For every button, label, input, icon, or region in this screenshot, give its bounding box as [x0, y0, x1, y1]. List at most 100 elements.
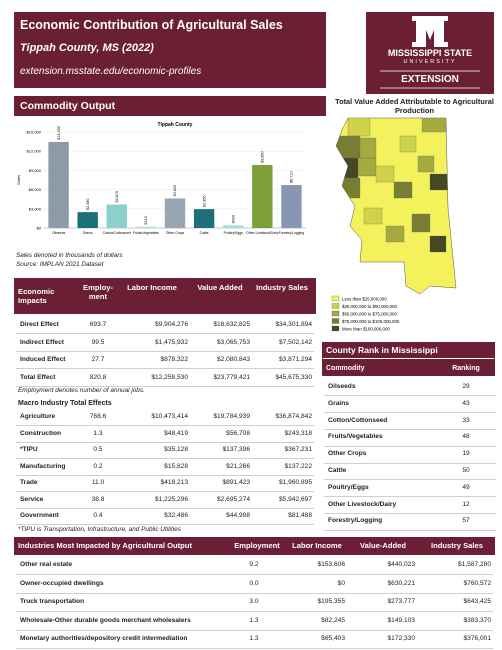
value-label: $13,450: [57, 126, 61, 140]
legend-label: $50,000,000 to $75,000,000: [342, 311, 397, 316]
cell-value: 49: [462, 483, 470, 491]
x-tick-label: Cattle: [200, 231, 209, 235]
row-divider: [16, 458, 314, 459]
cell-value: $172,330: [387, 635, 415, 642]
county: [363, 207, 383, 225]
cell-value: $65,403: [321, 635, 345, 642]
column-header: Industry Sales: [431, 541, 483, 550]
county: [357, 157, 377, 177]
county: [347, 118, 371, 137]
cell-value: $56,708: [226, 429, 250, 437]
cell-value: $1,475,932: [154, 338, 188, 346]
county: [359, 137, 377, 159]
cell-value: 12: [462, 500, 470, 508]
value-label: $9,850: [261, 151, 265, 163]
y-axis-label: Sales: [16, 175, 21, 185]
value-label: $210: [144, 216, 148, 224]
legend-swatch: [331, 303, 340, 309]
subheading: Macro Industry Total Effects: [18, 400, 112, 407]
bar: [193, 209, 215, 228]
x-tick-label: Other Livestock/Dairy: [246, 231, 279, 235]
row-label: Trade: [20, 479, 38, 486]
x-tick-label: Fruits/Vegetables: [133, 231, 160, 235]
bar: [135, 226, 157, 228]
x-tick-label: Forestry/Logging: [279, 231, 305, 235]
county: [429, 235, 447, 253]
url: extension.msstate.edu/economic-profiles: [20, 66, 202, 77]
bar: [223, 225, 244, 228]
state-map: Less than $25,000,000 $25,000,000 to $50,…: [331, 117, 457, 331]
row-label: Direct Effect: [20, 321, 59, 328]
row-label: Construction: [20, 429, 62, 437]
cell-value: $15,828: [164, 462, 188, 470]
row-divider: [16, 425, 314, 426]
row-divider: [16, 611, 493, 612]
cell-value: $2,080,843: [216, 356, 250, 363]
cell-value: $1,225,296: [154, 495, 188, 503]
cell-value: $45,675,330: [275, 373, 312, 381]
row-divider: [324, 395, 496, 397]
column-header: Labor Income: [127, 283, 177, 292]
cell-value: 19: [462, 450, 470, 458]
cell-value: $81,488: [288, 512, 312, 519]
cell-value: $195,355: [317, 598, 345, 605]
chart-title: Tippah County: [158, 122, 193, 128]
note: Employment denotes number of annual jobs…: [18, 387, 145, 394]
cell-value: $44,998: [226, 512, 250, 519]
y-tick-label: $9,000: [29, 168, 42, 173]
county: [339, 177, 361, 199]
row-label: Other Crops: [328, 450, 367, 458]
row-divider: [324, 445, 496, 447]
county: [336, 135, 361, 159]
row-label: *TIPU: [20, 446, 38, 453]
x-tick-label: Cotton/Cottonseed: [103, 231, 131, 235]
row-divider: [16, 592, 493, 594]
row-divider: [16, 574, 493, 575]
logo: MISSISSIPPI STATE UNIVERSITY EXTENSION: [366, 12, 494, 94]
cell-value: $643,425: [463, 598, 491, 605]
cell-value: $7,502,142: [278, 338, 312, 346]
cell-value: $878,322: [160, 356, 188, 363]
column-header: Industry Sales: [256, 283, 308, 292]
subtitle: Tippah County, MS (2022): [20, 42, 154, 54]
row-label: Total Effect: [20, 373, 56, 381]
column-header: Employ-ment: [83, 283, 113, 301]
row-label: Service: [20, 495, 44, 503]
legend-swatch: [331, 318, 340, 324]
column-header: Labor Income: [292, 541, 342, 550]
rank-header: County Rank in Mississippi: [322, 342, 495, 376]
note: Source: IMPLAN 2021 Dataset: [16, 261, 104, 268]
logo-line: UNIVERSITY: [403, 59, 457, 65]
cell-value: 29: [462, 383, 470, 390]
cell-value: 27.7: [91, 356, 105, 363]
bar: [164, 198, 186, 228]
y-tick-label: $3,000: [29, 206, 42, 211]
row-label: Induced Effect: [20, 356, 66, 363]
value-label: $6,710: [290, 171, 294, 183]
row-divider: [16, 385, 314, 387]
title: Economic Contribution of Agricultural Sa…: [20, 18, 283, 32]
y-tick-label: $12,000: [27, 149, 42, 154]
county: [421, 118, 447, 133]
row-divider: [324, 428, 496, 430]
row-divider: [324, 529, 496, 531]
value-label: $2,480: [86, 199, 90, 211]
map-title: Total Value Added Attributable to Agricu…: [335, 97, 494, 115]
heading-text: Commodity Output: [20, 100, 116, 112]
county: [429, 173, 449, 191]
row-divider: [324, 479, 496, 481]
y-tick-label: $15,000: [27, 130, 42, 135]
row-label: Other Livestock/Dairy: [328, 500, 397, 508]
county: [385, 225, 405, 243]
cell-value: $34,301,894: [275, 321, 312, 328]
cell-value: 11.0: [91, 479, 105, 486]
cell-value: $0: [337, 579, 345, 587]
column-header: Industries Most Impacted by Agricultural…: [18, 541, 192, 550]
legend-label: $25,000,000 to $50,000,000: [342, 304, 397, 309]
row-label: Oilseeds: [328, 383, 356, 390]
cell-value: $376,001: [463, 635, 491, 642]
cell-value: $1,587,280: [457, 561, 491, 568]
cell-value: 1.3: [249, 635, 259, 642]
county: [336, 157, 359, 179]
cell-value: $3,871,294: [278, 356, 312, 363]
